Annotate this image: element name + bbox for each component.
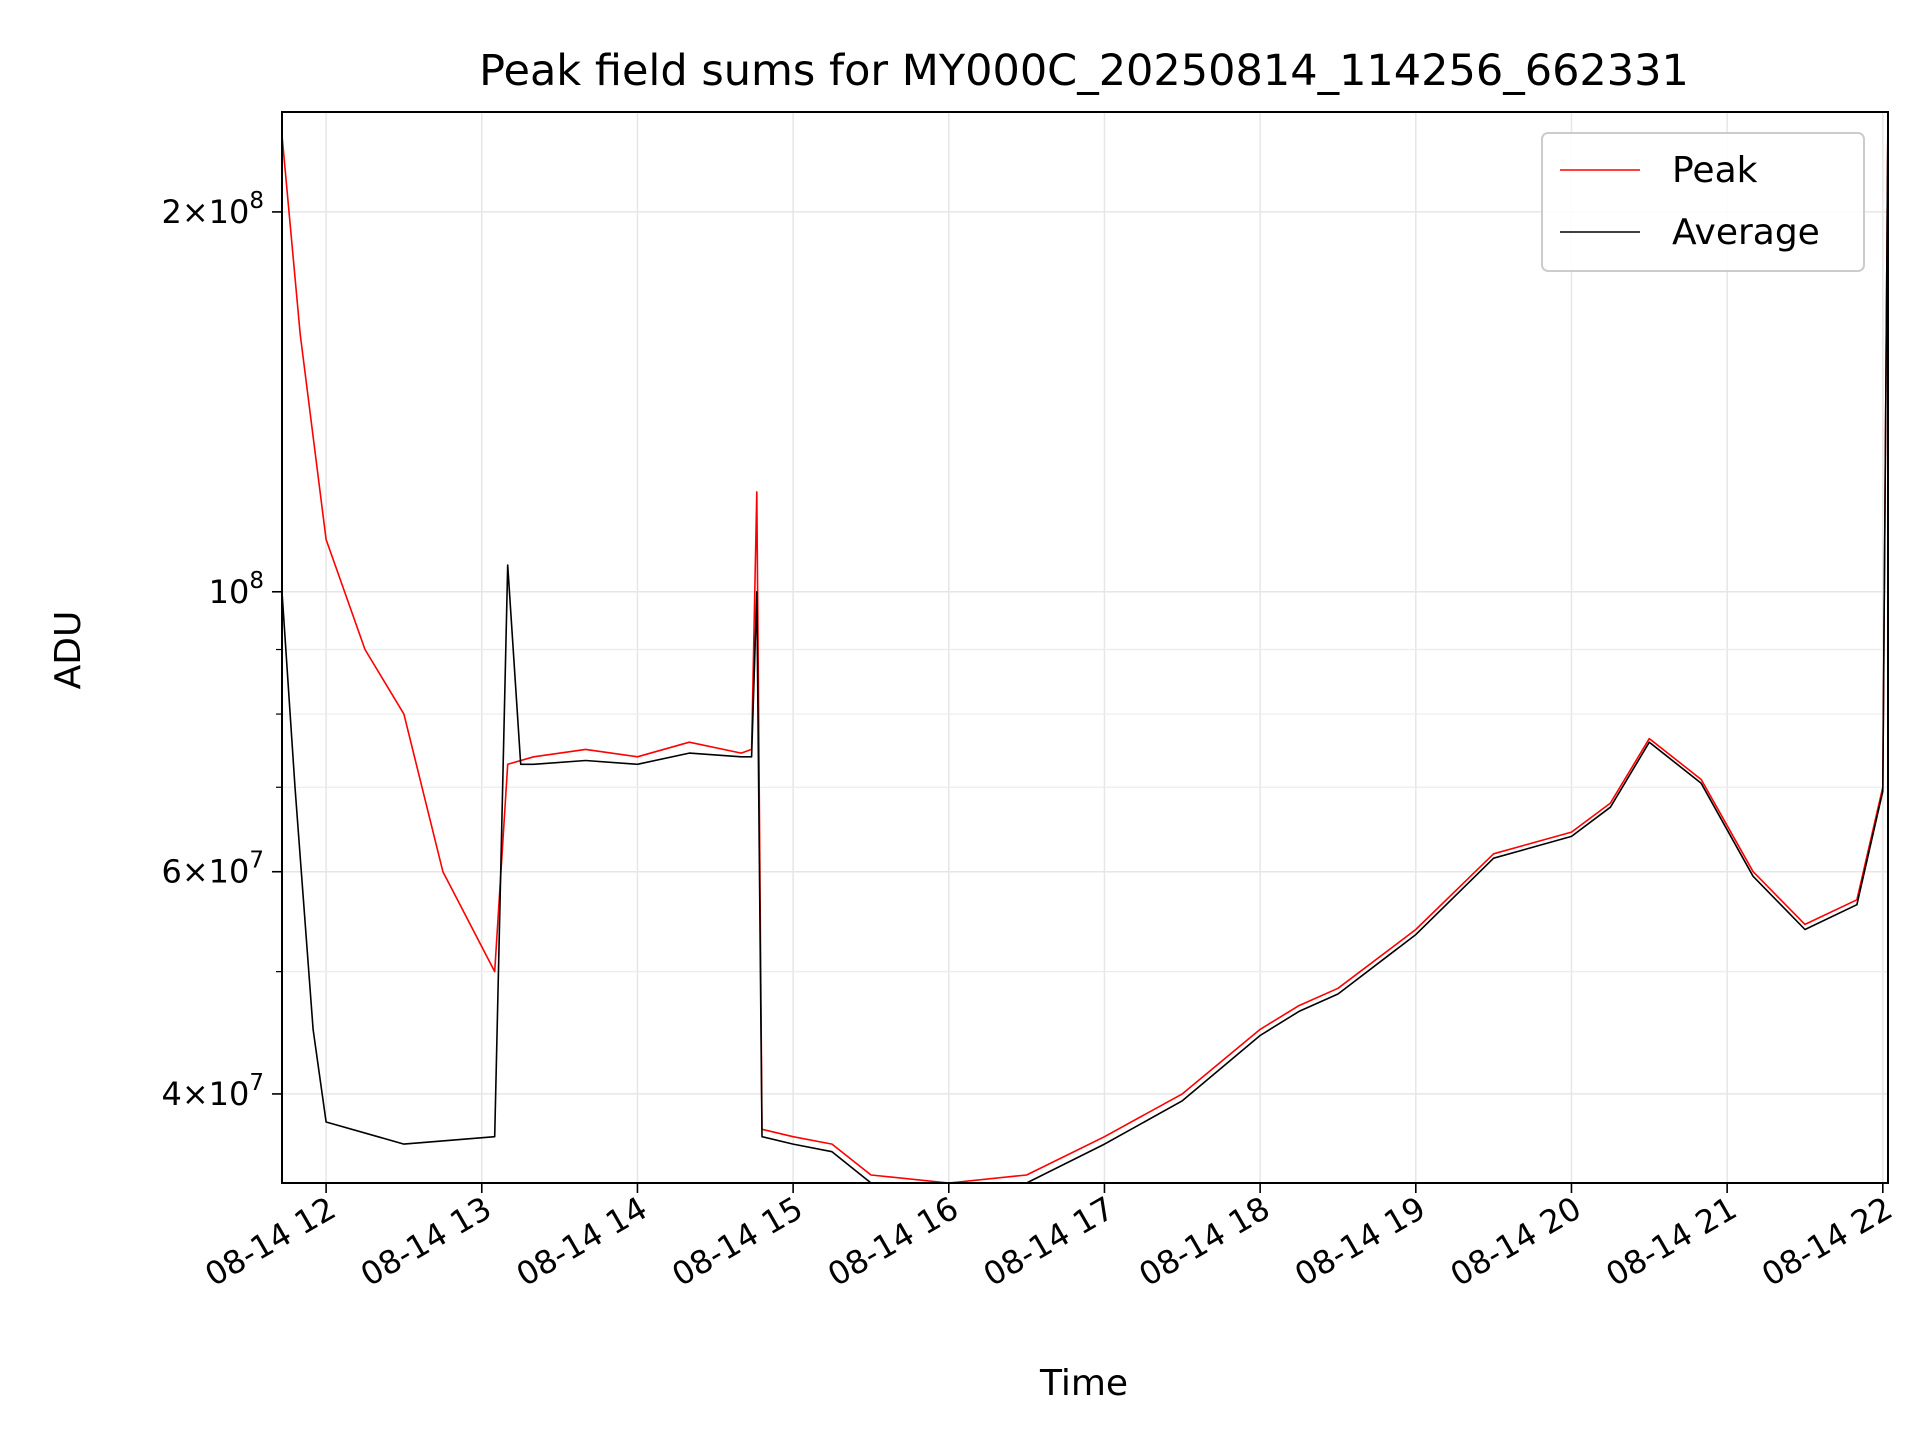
x-tick-label: 08-14 22 [1755, 1189, 1899, 1294]
x-tick-label: 08-14 15 [666, 1189, 810, 1294]
axis-ticks: 08-14 12 08-14 13 08-14 14 08-14 15 08-14 16… [161, 188, 1898, 1294]
x-tick-label: 08-14 21 [1600, 1189, 1744, 1294]
y-tick-label: 108 [209, 568, 264, 611]
x-tick-label: 08-14 12 [199, 1189, 343, 1294]
series-line-peak [282, 112, 1888, 1183]
x-tick-label: 08-14 20 [1444, 1189, 1588, 1294]
x-tick-label: 08-14 19 [1288, 1189, 1432, 1294]
series-layer [282, 112, 1888, 1183]
y-axis-label: ADU [48, 611, 89, 690]
grid-lines [282, 112, 1888, 1183]
chart-title: Peak field sums for MY000C_20250814_1142… [479, 46, 1689, 96]
legend-box [1541, 132, 1865, 272]
y-tick-label: 6×107 [161, 848, 264, 891]
x-tick-label: 08-14 18 [1133, 1189, 1277, 1294]
x-tick-label: 08-14 17 [977, 1189, 1121, 1294]
legend-average-label: Average [1672, 212, 1820, 253]
x-tick-label: 08-14 14 [510, 1189, 654, 1294]
y-tick-label: 2×108 [161, 188, 264, 231]
x-tick-label: 08-14 16 [821, 1189, 965, 1294]
legend-peak-label: Peak [1672, 150, 1758, 191]
y-tick-label: 4×107 [161, 1070, 264, 1113]
legend: Peak Average [1541, 132, 1865, 272]
plot-frame [281, 111, 1889, 1184]
x-tick-label: 08-14 13 [354, 1189, 498, 1294]
series-line-average [282, 112, 1888, 1183]
x-axis-label: Time [1039, 1363, 1128, 1404]
